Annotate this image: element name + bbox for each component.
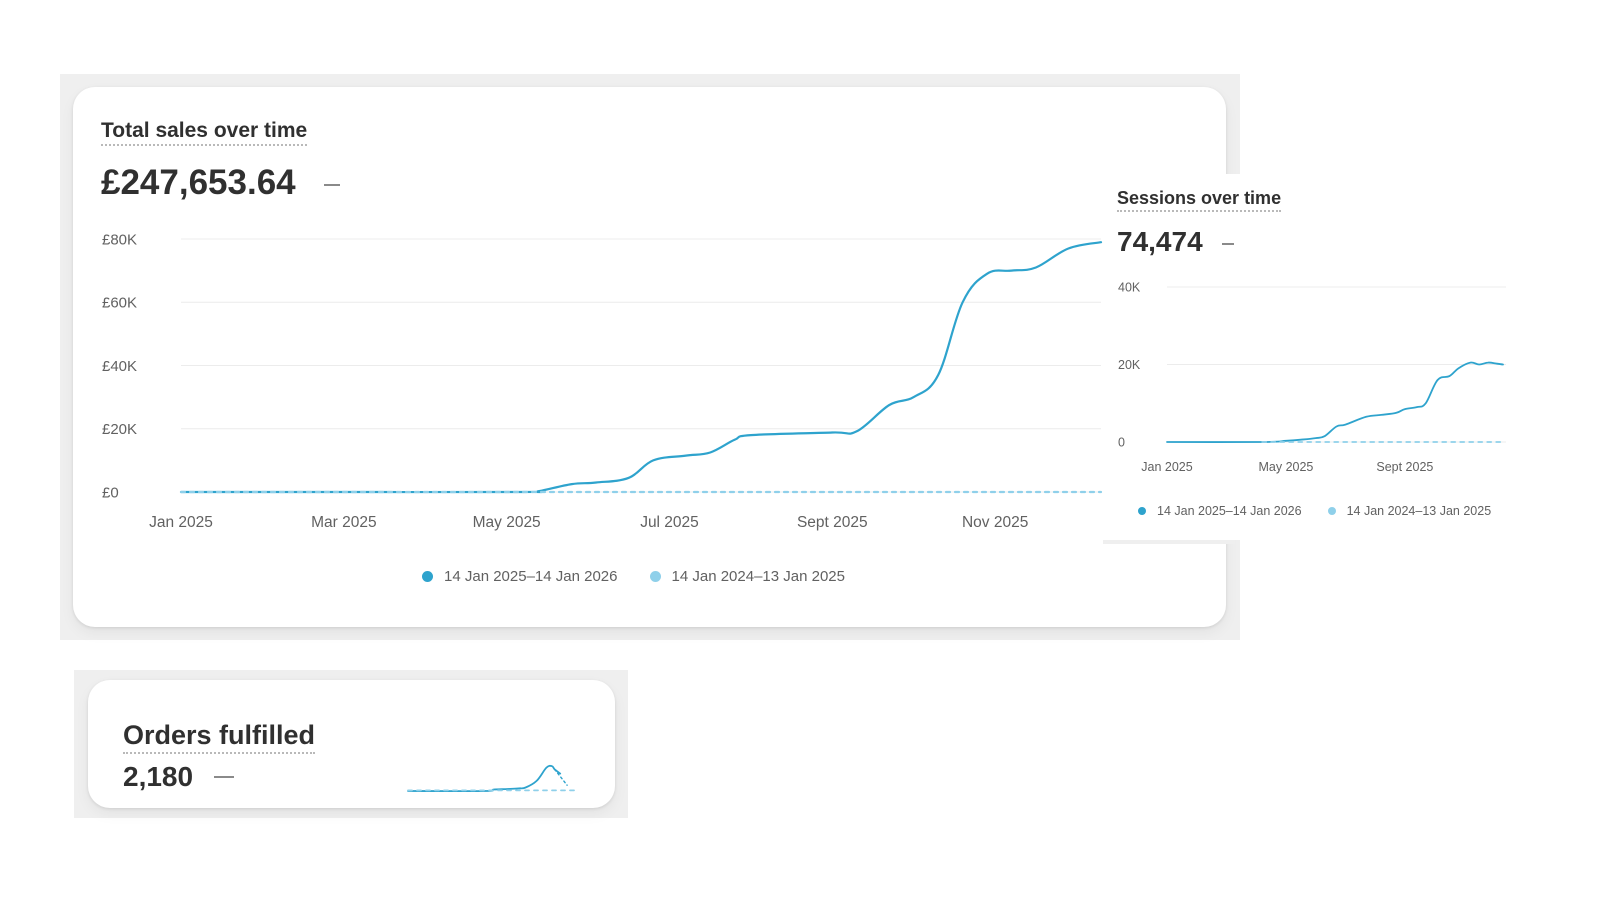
orders-metric-change (214, 776, 234, 778)
legend-current-label: 14 Jan 2025–14 Jan 2026 (444, 568, 618, 585)
y-tick-label: £20K (102, 421, 137, 438)
y-tick-label: £60K (102, 295, 137, 312)
sessions-legend-previous-label: 14 Jan 2024–13 Jan 2025 (1346, 504, 1492, 518)
y-tick-label: 20K (1118, 358, 1141, 372)
sessions-legend-current-dot (1138, 507, 1146, 515)
sales-title[interactable]: Total sales over time (101, 119, 308, 146)
y-tick-label: 40K (1118, 280, 1141, 294)
x-tick-label: Nov 2025 (962, 514, 1028, 531)
orders-metric-value: 2,180 (123, 761, 194, 792)
y-tick-label: £80K (102, 231, 137, 248)
legend-previous-label: 14 Jan 2024–13 Jan 2025 (671, 568, 846, 585)
sessions-metric-change (1222, 243, 1234, 245)
legend-previous-dot (649, 571, 661, 582)
series-line-0 (1166, 361, 1504, 443)
sessions-metric-value: 74,474 (1117, 226, 1203, 257)
x-tick-label: Jul 2025 (640, 514, 699, 531)
x-tick-label: May 2025 (473, 514, 541, 531)
series-line-0 (179, 241, 1103, 494)
series-line-0 (407, 764, 562, 793)
y-tick-label: £0 (102, 484, 119, 501)
sales-metric-change (324, 184, 340, 186)
sessions-card (1103, 174, 1528, 540)
x-tick-label: Mar 2025 (311, 514, 376, 531)
x-tick-label: Sept 2025 (1376, 460, 1433, 474)
sessions-legend-previous-dot (1327, 507, 1336, 515)
y-tick-label: 0 (1118, 435, 1125, 449)
y-tick-label: £40K (102, 358, 137, 375)
sales-card (73, 87, 1226, 627)
sales-legend: 14 Jan 2025–14 Jan 2026 14 Jan 2024–13 J… (422, 568, 845, 585)
sales-metric-value: £247,653.64 (101, 163, 296, 202)
legend-current-dot (422, 571, 433, 582)
x-tick-label: Sept 2025 (797, 514, 868, 531)
sessions-title[interactable]: Sessions over time (1117, 188, 1282, 212)
orders-title[interactable]: Orders fulfilled (123, 720, 316, 754)
x-tick-label: May 2025 (1258, 460, 1313, 474)
x-tick-label: Jan 2025 (149, 514, 213, 531)
series-line-2 (553, 768, 568, 786)
x-tick-label: Jan 2025 (1141, 460, 1192, 474)
sessions-legend: 14 Jan 2025–14 Jan 2026 14 Jan 2024–13 J… (1138, 504, 1491, 518)
sessions-legend-current-label: 14 Jan 2025–14 Jan 2026 (1157, 504, 1302, 518)
